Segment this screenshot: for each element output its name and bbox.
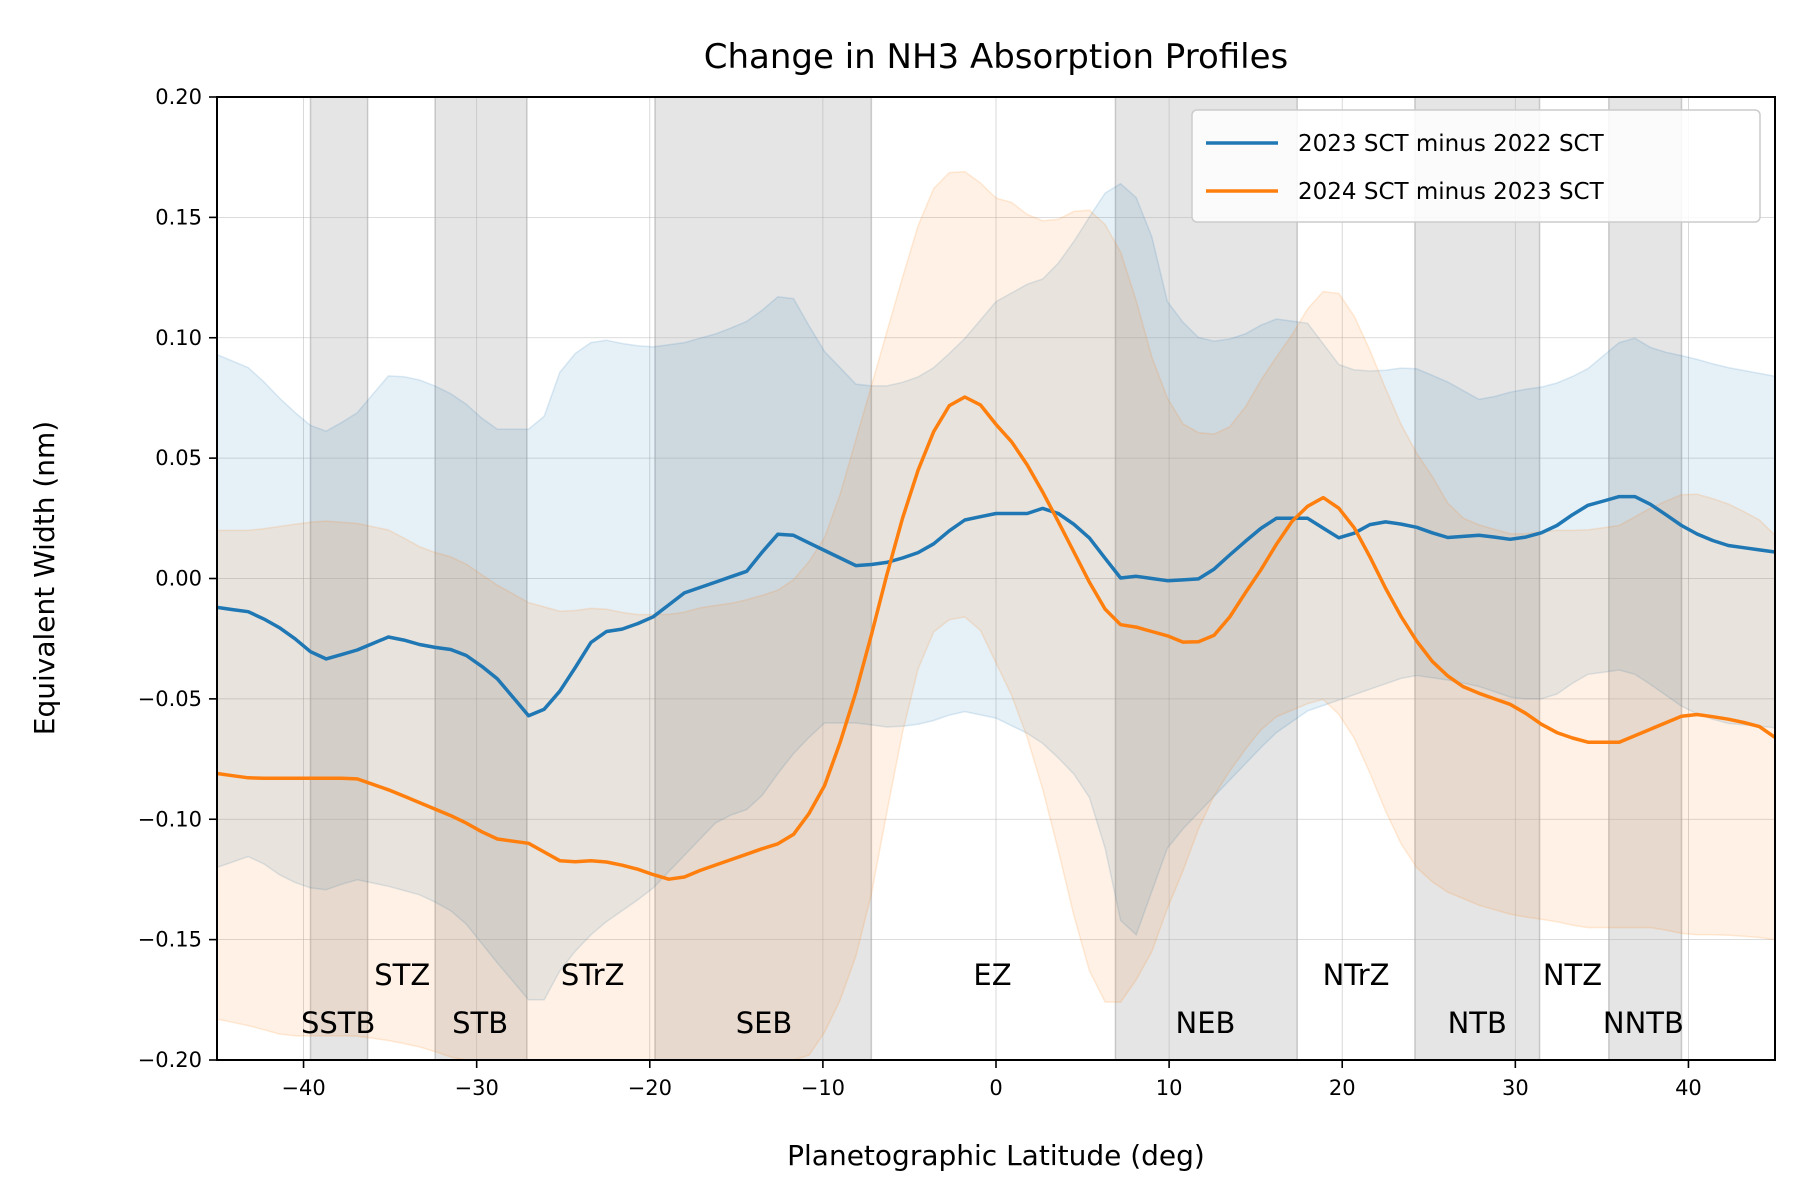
y-tick-label: −0.20 bbox=[138, 1048, 202, 1072]
y-tick-label: 0.20 bbox=[155, 85, 202, 109]
x-tick-label: 40 bbox=[1675, 1076, 1702, 1100]
region-label-stz: STZ bbox=[374, 958, 430, 992]
y-tick-label: −0.10 bbox=[138, 807, 202, 831]
region-label-ntrz: NTrZ bbox=[1323, 958, 1390, 992]
y-tick-label: 0.05 bbox=[155, 446, 202, 470]
uncertainty-band-series-1 bbox=[217, 170, 1775, 1060]
x-tick-label: −20 bbox=[628, 1076, 672, 1100]
y-axis-ticks: 0.20 0.15 0.10 0.05 0.00 −0.05 −0.10 −0.15 −0.20 bbox=[138, 85, 217, 1072]
series-lines bbox=[217, 395, 1775, 881]
x-axis-ticks: −40 −30 −20 −10 0 10 20 30 40 bbox=[281, 1060, 1702, 1100]
x-tick-label: 30 bbox=[1502, 1076, 1529, 1100]
region-label-neb: NEB bbox=[1176, 1006, 1236, 1040]
series-line-0 bbox=[217, 494, 1775, 718]
x-tick-label: 0 bbox=[989, 1076, 1002, 1100]
grid bbox=[217, 96, 1775, 1061]
y-axis-label: Equivalent Width (nm) bbox=[28, 421, 61, 735]
x-tick-label: −40 bbox=[281, 1076, 325, 1100]
series-line-1 bbox=[217, 395, 1775, 881]
y-tick-label: −0.15 bbox=[138, 928, 202, 952]
y-tick-label: −0.05 bbox=[138, 687, 202, 711]
region-label-strz: STrZ bbox=[561, 958, 625, 992]
region-label-ntb: NTB bbox=[1448, 1006, 1507, 1040]
region-label-ntz: NTZ bbox=[1543, 958, 1602, 992]
y-tick-label: 0.10 bbox=[155, 326, 202, 350]
legend-label-1: 2024 SCT minus 2023 SCT bbox=[1298, 179, 1605, 205]
region-label-nntb: NNTB bbox=[1603, 1006, 1684, 1040]
legend-frame bbox=[1191, 109, 1761, 223]
region-label-seb: SEB bbox=[736, 1006, 793, 1040]
uncertainty-band-series-0 bbox=[217, 182, 1775, 1001]
region-label-ez: EZ bbox=[973, 958, 1011, 992]
legend-label-0: 2023 SCT minus 2022 SCT bbox=[1298, 131, 1605, 157]
y-tick-label: 0.00 bbox=[155, 567, 202, 591]
chart-title: Change in NH3 Absorption Profiles bbox=[704, 37, 1289, 77]
x-tick-label: −10 bbox=[801, 1076, 845, 1100]
uncertainty-bands bbox=[217, 170, 1775, 1060]
x-tick-label: 20 bbox=[1329, 1076, 1356, 1100]
x-axis-label: Planetographic Latitude (deg) bbox=[787, 1139, 1205, 1172]
region-label-stb: STB bbox=[452, 1006, 508, 1040]
x-tick-label: −30 bbox=[455, 1076, 499, 1100]
y-tick-label: 0.15 bbox=[155, 205, 202, 229]
legend: 2023 SCT minus 2022 SCT 2024 SCT minus 2… bbox=[1191, 109, 1761, 223]
x-tick-label: 10 bbox=[1156, 1076, 1183, 1100]
region-label-sstb: SSTB bbox=[301, 1006, 375, 1040]
